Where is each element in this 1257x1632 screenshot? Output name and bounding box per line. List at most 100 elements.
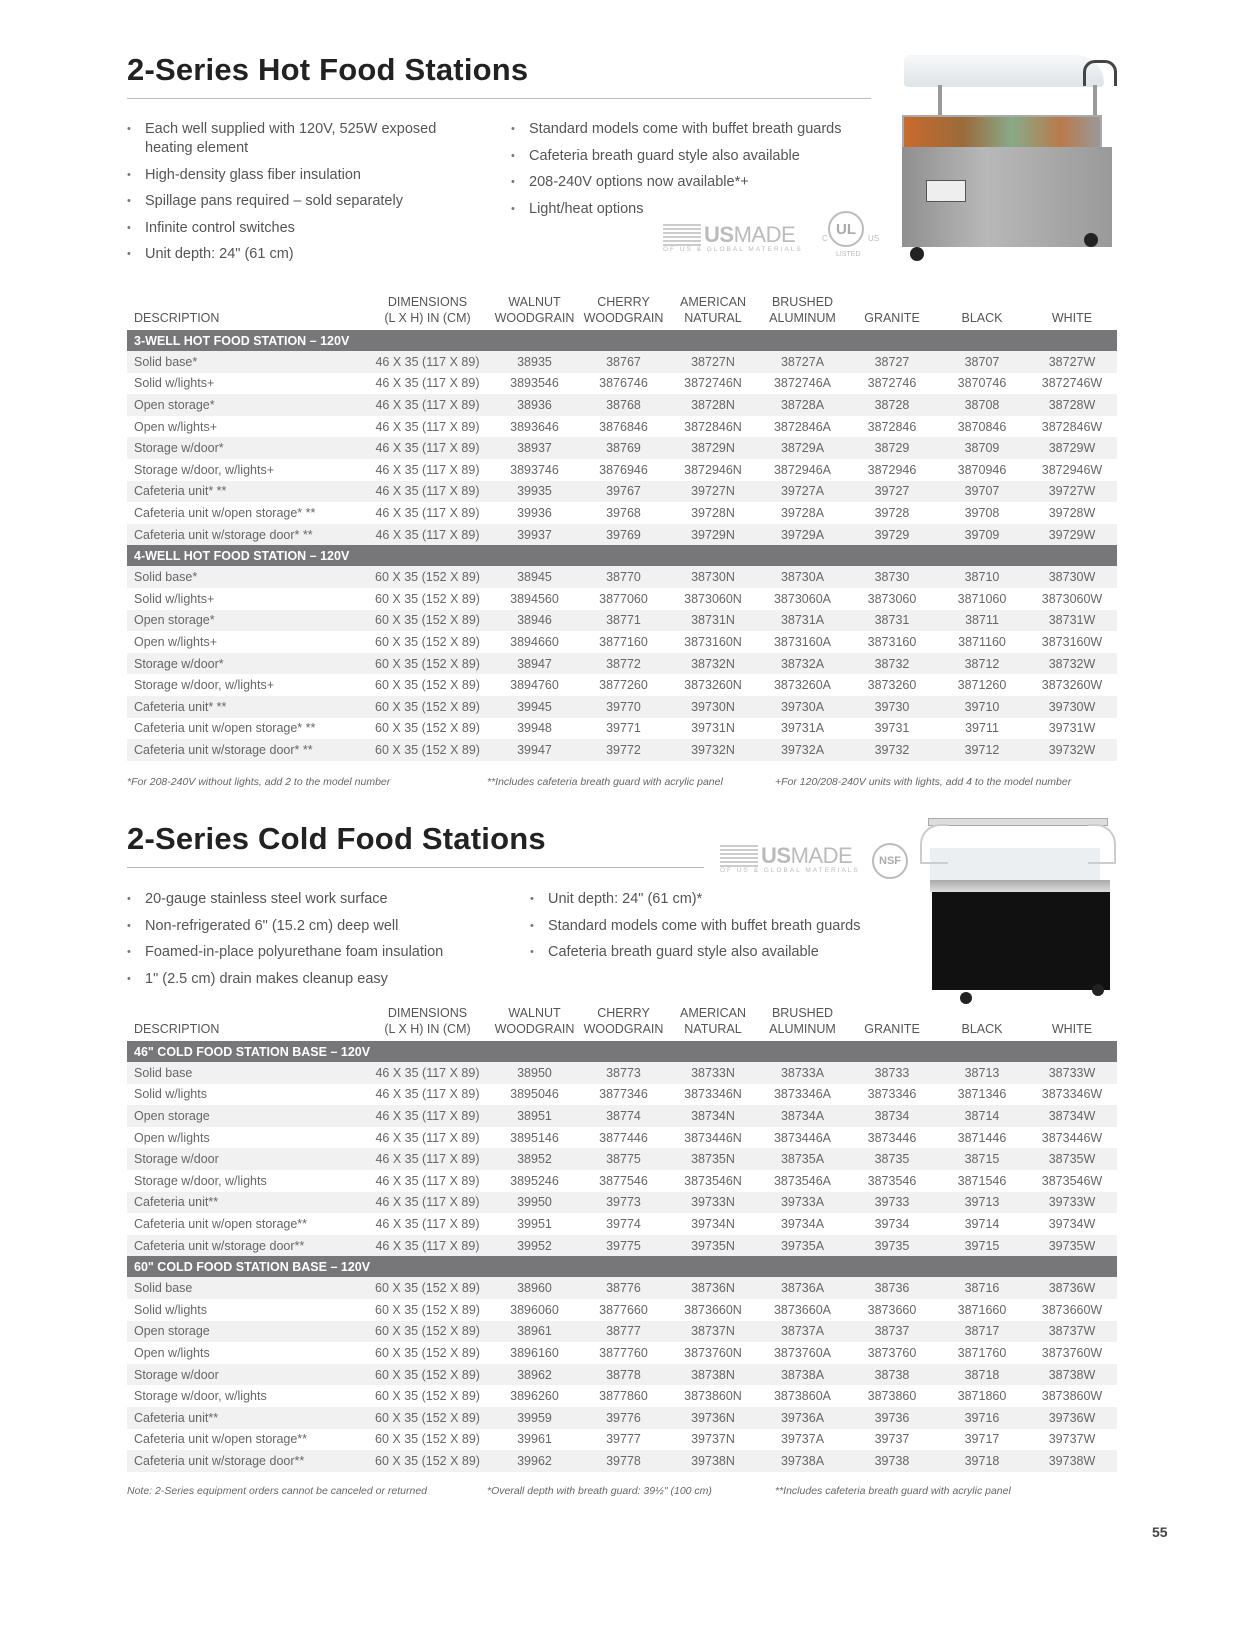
model-number-cell: 39708 — [964, 505, 1000, 520]
column-header-text: (L X H) IN (CM) — [384, 311, 471, 325]
model-number-cell: 39729N — [668, 523, 758, 546]
model-number-cell: 3871060 — [957, 591, 1007, 606]
model-number-cell: 38737A — [758, 1320, 847, 1343]
model-number-cell: 38768 — [579, 394, 668, 416]
model-number-cell: 38730N — [668, 566, 758, 588]
dimensions-cell: 46 X 35 (117 X 89) — [365, 1234, 490, 1257]
model-number-cell: 38729W — [1027, 437, 1117, 459]
column-header: WALNUT WOODGRAIN — [490, 292, 579, 330]
model-number-cell: 3873546N — [684, 1173, 742, 1188]
model-number-cell: 39735N — [668, 1234, 758, 1257]
logo-text: US — [761, 843, 791, 868]
model-number-cell: 39729A — [758, 523, 847, 546]
model-number-cell: 3873660N — [684, 1302, 742, 1317]
table-row: Open w/lights+ 60 X 35 (152 X 89) 3894660 3… — [127, 631, 1117, 653]
model-number-cell: 38738W — [1027, 1363, 1117, 1386]
model-number-cell: 38736A — [758, 1277, 847, 1299]
model-number-cell: 3873546W — [1041, 1173, 1103, 1188]
model-number-cell: 39778 — [579, 1450, 668, 1472]
usmade-logo: USMADE OF US & GLOBAL MATERIALS — [720, 843, 860, 874]
model-number-cell: 3894660 — [510, 634, 559, 649]
feature-item: Cafeteria breath guard style also availa… — [511, 147, 891, 166]
description-cell: Open storage* — [127, 394, 365, 416]
model-number-cell: 38712 — [937, 652, 1027, 675]
dimensions-cell: 46 X 35 (117 X 89) — [375, 462, 480, 477]
model-number-cell: 38711 — [937, 609, 1027, 632]
description-cell: Cafeteria unit w/storage door** — [127, 1234, 365, 1257]
dimensions-cell: 46 X 35 (117 X 89) — [375, 1173, 480, 1188]
model-number-cell: 39730N — [668, 695, 758, 718]
table-section: 4-WELL HOT FOOD STATION – 120V Solid base… — [127, 545, 1117, 761]
model-number-cell: 39777 — [606, 1432, 641, 1447]
model-number-cell: 38735 — [847, 1148, 937, 1170]
hot-features-left: Each well supplied with 120V, 525W expos… — [127, 120, 457, 272]
model-number-cell: 3873446N — [684, 1130, 742, 1145]
description-cell: Storage w/door — [127, 1148, 365, 1170]
model-number-cell: 39733N — [668, 1191, 758, 1214]
model-number-cell: 38737 — [847, 1320, 937, 1343]
model-number-cell: 38960 — [490, 1277, 579, 1299]
model-number-cell: 38738N — [668, 1363, 758, 1386]
footnote: *Overall depth with breath guard: 39½" (… — [487, 1485, 712, 1497]
table-row: Storage w/door 46 X 35 (117 X 89) 38952 387… — [127, 1148, 1117, 1170]
model-number-cell: 39715 — [937, 1234, 1027, 1257]
model-number-cell: 3877660 — [599, 1302, 648, 1317]
logo-text: UL — [836, 220, 856, 238]
model-number-cell: 3873260 — [867, 678, 917, 693]
model-number-cell: 39730 — [847, 695, 937, 718]
feature-item: Standard models come with buffet breath … — [530, 917, 930, 936]
dimensions-cell: 46 X 35 (117 X 89) — [375, 1130, 480, 1145]
model-number-cell: 38731 — [847, 609, 937, 632]
hot-title: 2-Series Hot Food Stations — [127, 52, 529, 87]
column-header: WHITE — [1027, 1003, 1117, 1041]
model-number-cell: 3871860 — [957, 1389, 1007, 1404]
model-number-cell: 3871760 — [957, 1345, 1007, 1360]
model-number-cell: 38946 — [490, 609, 579, 632]
hot-food-station-image — [898, 55, 1120, 267]
logo-text: MADE — [790, 843, 853, 868]
dimensions-cell: 60 X 35 (152 X 89) — [375, 591, 480, 606]
table-row: Cafeteria unit w/open storage* ** 46 X 35… — [127, 502, 1117, 524]
model-number-cell: 38962 — [490, 1363, 579, 1386]
model-number-cell: 38947 — [490, 652, 579, 675]
table-row: Storage w/door 60 X 35 (152 X 89) 38962 387… — [127, 1363, 1117, 1386]
model-number-cell: 39734N — [691, 1216, 735, 1231]
model-number-cell: 39962 — [490, 1450, 579, 1472]
model-number-cell: 38772 — [579, 652, 668, 675]
model-number-cell: 38950 — [490, 1062, 579, 1084]
model-number-cell: 39737A — [780, 1432, 825, 1447]
footnote: **Includes cafeteria breath guard with a… — [775, 1485, 1011, 1497]
model-number-cell: 3872846W — [1041, 419, 1103, 434]
model-number-cell: 38732 — [847, 652, 937, 675]
dimensions-cell: 60 X 35 (152 X 89) — [365, 1277, 490, 1299]
model-number-cell: 3873860 — [867, 1389, 917, 1404]
header-row: DESCRIPTION DIMENSIONS (L X H) IN (CM) WALN… — [127, 292, 1117, 330]
model-number-cell: 3870946 — [957, 462, 1007, 477]
model-number-cell: 39732W — [1027, 739, 1117, 761]
model-number-cell: 39729W — [1027, 523, 1117, 546]
table-row: Storage w/door, w/lights 60 X 35 (152 X 8… — [127, 1385, 1117, 1407]
divider — [127, 867, 704, 868]
model-number-cell: 39727A — [758, 480, 847, 503]
model-number-cell: 3872846 — [867, 419, 917, 434]
model-number-cell: 39772 — [579, 739, 668, 761]
model-number-cell: 38709 — [937, 437, 1027, 459]
model-number-cell: 39774 — [606, 1216, 641, 1231]
description-cell: Open w/lights+ — [134, 419, 218, 434]
description-cell: Solid base* — [127, 351, 365, 373]
model-number-cell: 3894560 — [510, 591, 559, 606]
model-number-cell: 39728A — [780, 505, 825, 520]
table-row: Cafeteria unit w/storage door** 46 X 35 (… — [127, 1234, 1117, 1257]
dimensions-cell: 46 X 35 (117 X 89) — [365, 1062, 490, 1084]
column-header: CHERRY WOODGRAIN — [579, 1003, 668, 1041]
column-header: WHITE — [1027, 292, 1117, 330]
column-header-text: DIMENSIONS — [387, 295, 468, 309]
model-number-cell: 39736N — [668, 1406, 758, 1429]
dimensions-cell: 60 X 35 (152 X 89) — [375, 1389, 480, 1404]
logo-text: LISTED — [836, 251, 861, 258]
model-number-cell: 39728N — [691, 505, 735, 520]
feature-item: 1" (2.5 cm) drain makes cleanup easy — [127, 970, 527, 989]
description-cell: Storage w/door* — [127, 652, 365, 675]
model-number-cell: 38728N — [668, 394, 758, 416]
model-number-cell: 39733A — [758, 1191, 847, 1214]
